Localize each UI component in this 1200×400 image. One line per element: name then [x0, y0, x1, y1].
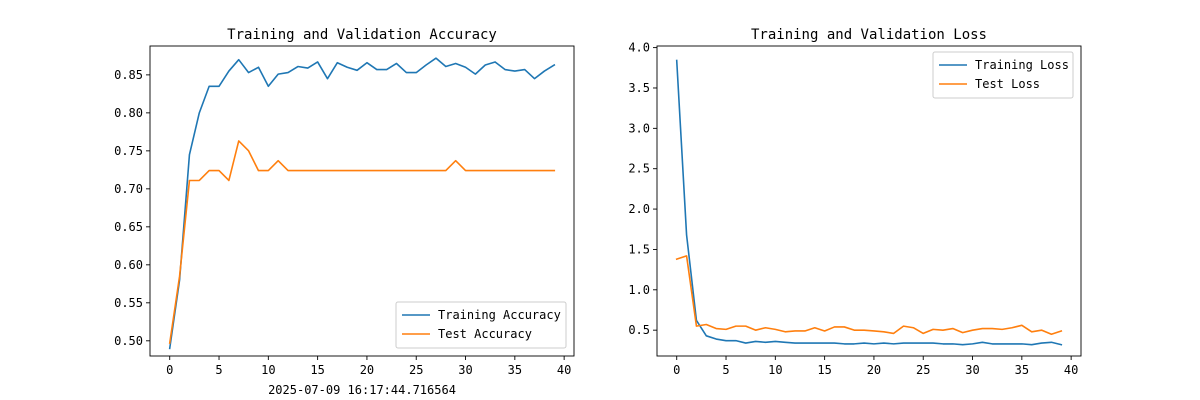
y-tick-label: 3.5 — [628, 81, 650, 95]
legend-label-test: Test Accuracy — [438, 327, 532, 341]
y-tick-label: 2.5 — [628, 162, 650, 176]
y-tick-label: 0.75 — [114, 144, 143, 158]
x-tick-label: 5 — [722, 363, 729, 377]
x-tick-label: 15 — [817, 363, 831, 377]
x-tick-label: 30 — [965, 363, 979, 377]
x-tick-label: 20 — [867, 363, 881, 377]
chart-title: Training and Validation Loss — [751, 27, 987, 43]
y-tick-label: 0.50 — [114, 334, 143, 348]
series-line-test — [675, 255, 1063, 336]
legend: Training Accuracy Test Accuracy — [395, 301, 567, 349]
x-tick-label: 35 — [508, 363, 522, 377]
series-line-test — [168, 140, 556, 344]
series-line-training — [168, 57, 556, 350]
x-tick-label: 15 — [310, 363, 324, 377]
x-tick-label: 35 — [1015, 363, 1029, 377]
plot-frame — [149, 45, 575, 357]
y-tick-label: 0.5 — [628, 323, 650, 337]
x-tick-label: 40 — [557, 363, 571, 377]
legend: Training Loss Test Loss — [932, 51, 1074, 99]
y-tick-label: 2.0 — [628, 202, 650, 216]
y-tick-label: 0.60 — [114, 258, 143, 272]
x-tick-label: 30 — [458, 363, 472, 377]
y-tick-label: 0.80 — [114, 106, 143, 120]
x-tick-label: 5 — [215, 363, 222, 377]
y-tick-label: 3.0 — [628, 121, 650, 135]
legend-box — [932, 51, 1074, 99]
chart-title: Training and Validation Accuracy — [227, 27, 497, 43]
x-tick-label: 0 — [166, 363, 173, 377]
y-tick-label: 0.85 — [114, 68, 143, 82]
x-tick-label: 0 — [673, 363, 680, 377]
legend-label-test: Test Loss — [975, 77, 1040, 91]
y-tick-label: 0.65 — [114, 220, 143, 234]
x-tick-label: 25 — [916, 363, 930, 377]
x-tick-label: 40 — [1064, 363, 1078, 377]
legend-label-training: Training Accuracy — [438, 308, 561, 322]
x-tick-label: 25 — [409, 363, 423, 377]
legend-box — [395, 301, 567, 349]
y-tick-label: 0.55 — [114, 296, 143, 310]
y-tick-label: 0.70 — [114, 182, 143, 196]
y-tick-label: 4.0 — [628, 41, 650, 55]
y-tick-label: 1.5 — [628, 242, 650, 256]
y-tick-label: 1.0 — [628, 283, 650, 297]
plot-frame — [656, 45, 1082, 357]
timestamp: 2025-07-09 16:17:44.716564 — [268, 383, 456, 397]
loss-chart: Training and Validation Loss 0 5 10 15 20 25 30… — [628, 27, 1082, 377]
x-tick-label: 10 — [261, 363, 275, 377]
x-tick-label: 10 — [768, 363, 782, 377]
series-line-training — [675, 59, 1063, 346]
x-tick-label: 20 — [360, 363, 374, 377]
legend-label-training: Training Loss — [975, 58, 1069, 72]
accuracy-chart: Training and Validation Accuracy 0 5 10 15 20… — [114, 27, 575, 377]
